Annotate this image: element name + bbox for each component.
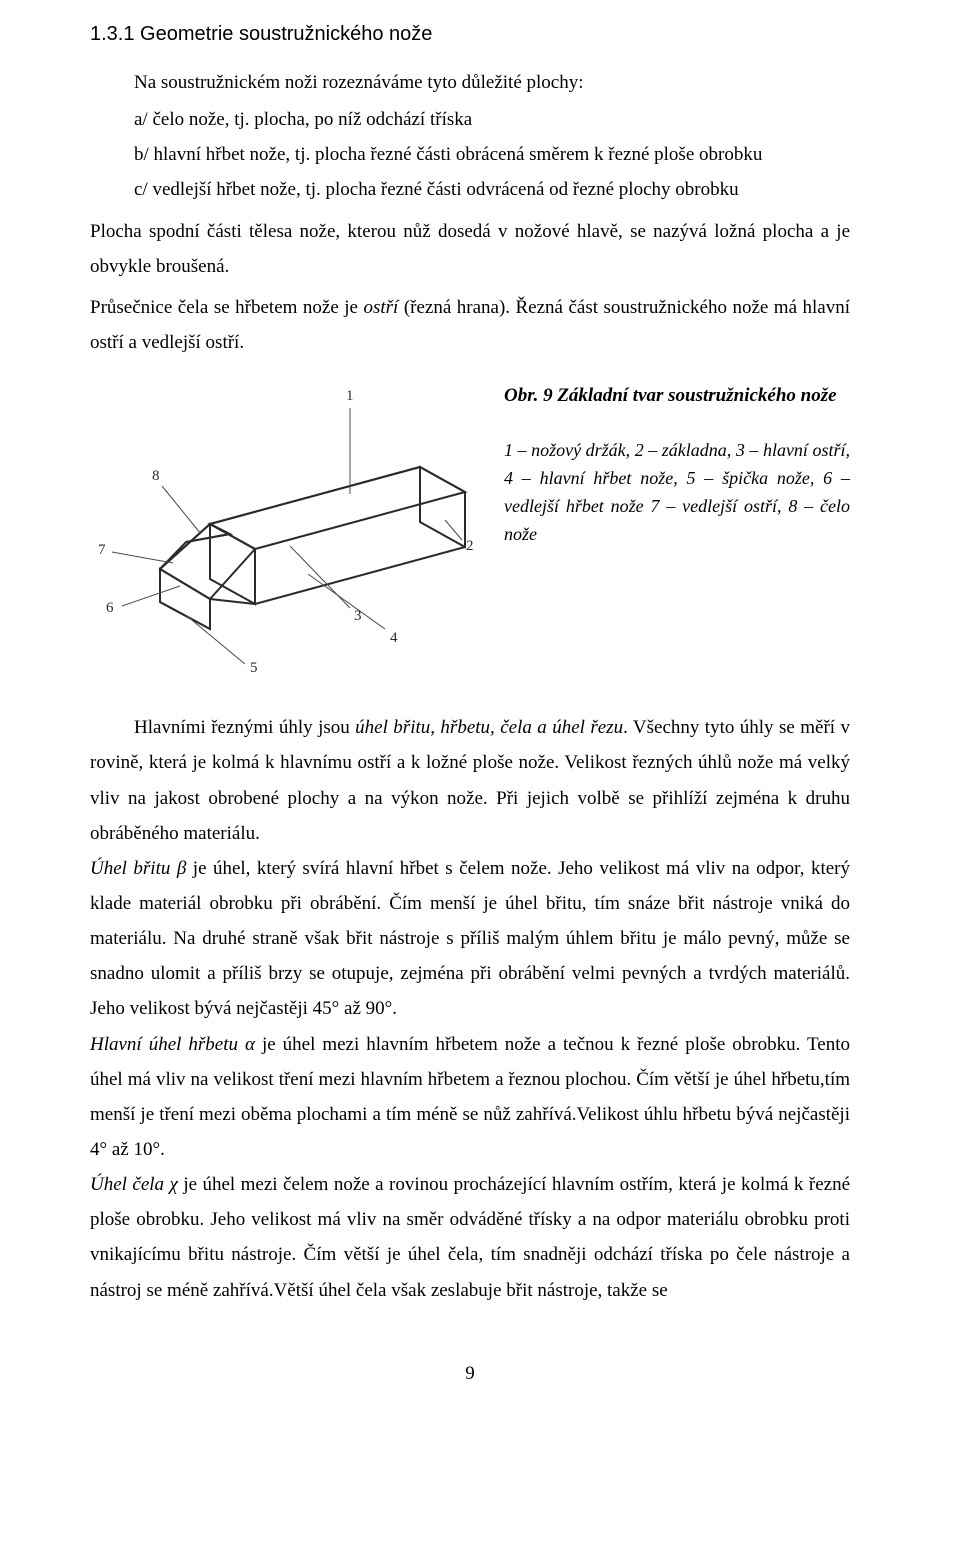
figure-title: Obr. 9 Základní tvar soustružnického nož… xyxy=(504,378,850,413)
svg-text:3: 3 xyxy=(354,608,362,624)
svg-text:2: 2 xyxy=(466,538,474,554)
paragraph: Plocha spodní části tělesa nože, kterou … xyxy=(90,214,850,284)
page-number: 9 xyxy=(90,1356,850,1391)
angle-name: Úhel břitu xyxy=(90,858,177,879)
text-run: Průsečnice čela se hřbetem nože je xyxy=(90,297,363,318)
text-run: je úhel, který svírá hlavní hřbet s čele… xyxy=(90,858,850,1020)
angle-symbol: χ xyxy=(170,1174,178,1195)
paragraph: Úhel břitu β je úhel, který svírá hlavní… xyxy=(90,851,850,1027)
intro-lead: Na soustružnickém noži rozeznáváme tyto … xyxy=(90,65,850,100)
paragraph: Hlavními řeznými úhly jsou úhel břitu, h… xyxy=(90,710,850,851)
lathe-tool-svg: 1 2 3 4 5 6 7 8 xyxy=(90,374,480,674)
angle-symbol: β xyxy=(177,858,186,879)
paragraph: Průsečnice čela se hřbetem nože je ostří… xyxy=(90,290,850,360)
list-item: b/ hlavní hřbet nože, tj. plocha řezné č… xyxy=(90,137,850,172)
list-item: c/ vedlejší hřbet nože, tj. plocha řezné… xyxy=(90,172,850,207)
figure-illustration: 1 2 3 4 5 6 7 8 xyxy=(90,374,480,686)
emphasis: úhel břitu, hřbetu, čela a úhel řezu xyxy=(355,717,623,738)
svg-text:8: 8 xyxy=(152,468,160,484)
section-heading: 1.3.1 Geometrie soustružnického nože xyxy=(90,16,850,53)
svg-text:1: 1 xyxy=(346,388,354,404)
figure-legend: 1 – nožový držák, 2 – základna, 3 – hlav… xyxy=(504,437,850,549)
text-run: je úhel mezi čelem nože a rovinou prochá… xyxy=(90,1174,850,1300)
document-page: 1.3.1 Geometrie soustružnického nože Na … xyxy=(0,0,960,1431)
angle-name: Úhel čela xyxy=(90,1174,170,1195)
svg-text:5: 5 xyxy=(250,660,258,674)
paragraph: Úhel čela χ je úhel mezi čelem nože a ro… xyxy=(90,1167,850,1308)
text-run: Hlavními řeznými úhly jsou xyxy=(134,717,355,738)
svg-text:4: 4 xyxy=(390,630,398,646)
angle-symbol: α xyxy=(245,1034,255,1055)
angle-name: Hlavní úhel hřbetu xyxy=(90,1034,245,1055)
paragraph: Hlavní úhel hřbetu α je úhel mezi hlavní… xyxy=(90,1027,850,1168)
figure-row: 1 2 3 4 5 6 7 8 Obr. 9 Základní tvar sou… xyxy=(90,374,850,686)
figure-caption-block: Obr. 9 Základní tvar soustružnického nož… xyxy=(504,374,850,549)
list-item: a/ čelo nože, tj. plocha, po níž odchází… xyxy=(90,102,850,137)
emphasis: ostří xyxy=(363,297,398,318)
svg-text:7: 7 xyxy=(98,542,106,558)
svg-text:6: 6 xyxy=(106,600,114,616)
